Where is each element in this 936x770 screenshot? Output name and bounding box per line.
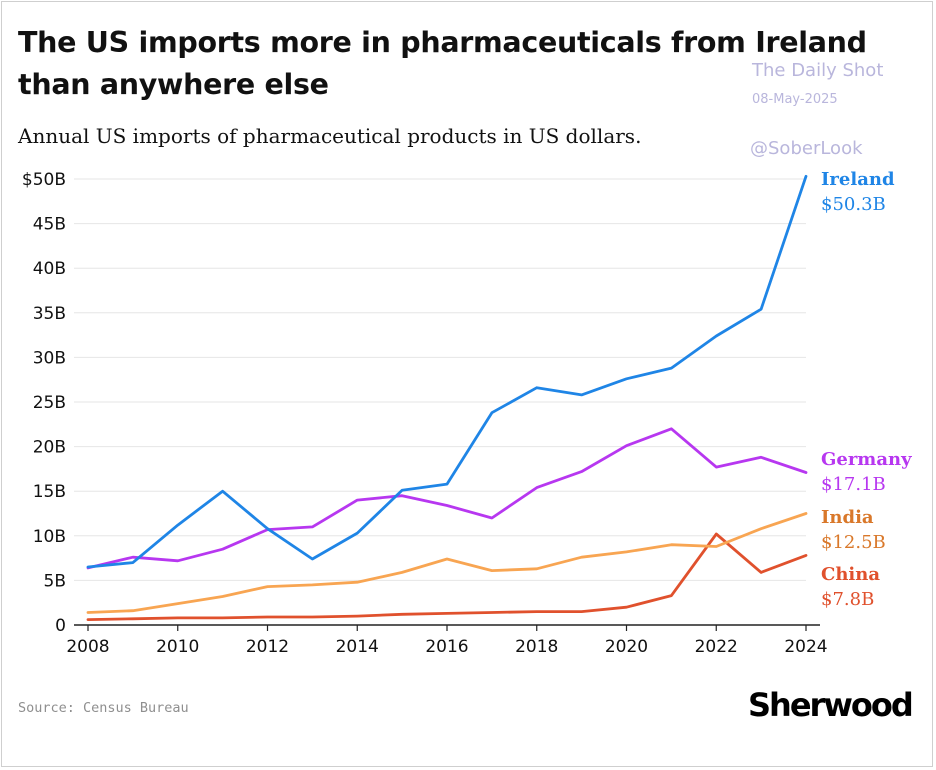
series-label-china: China — [821, 564, 880, 585]
y-tick-label-25: 25B — [33, 393, 66, 413]
series-label-germany: Germany — [821, 449, 912, 470]
y-tick-label-40: 40B — [33, 259, 66, 279]
series-value-germany: $17.1B — [821, 474, 886, 495]
series-line-germany — [86, 427, 808, 570]
x-tick-label-2008: 2008 — [66, 637, 109, 657]
sherwood-logo: Sherwood — [748, 686, 914, 724]
x-tick-label-2010: 2010 — [156, 637, 199, 657]
y-tick-label-30: 30B — [33, 348, 66, 368]
y-tick-label-0: 0 — [55, 616, 66, 636]
series-line-china — [86, 532, 808, 621]
watermark-handle: @SoberLook — [750, 138, 863, 159]
series-line-india — [86, 512, 808, 614]
series-value-ireland: $50.3B — [821, 194, 886, 215]
y-tick-label-5: 5B — [44, 571, 66, 591]
chart-title: The US imports more in pharmaceuticals f… — [18, 26, 867, 101]
y-tick-label-10: 10B — [33, 527, 66, 547]
series-value-china: $7.8B — [821, 589, 874, 610]
series-label-india: India — [821, 507, 874, 528]
series-value-india: $12.5B — [821, 532, 886, 553]
x-tick-label-2016: 2016 — [425, 637, 468, 657]
series-label-ireland: Ireland — [821, 169, 895, 190]
source-note: Source: Census Bureau — [18, 700, 189, 716]
x-tick-label-2012: 2012 — [246, 637, 289, 657]
x-tick-label-2014: 2014 — [336, 637, 379, 657]
x-tick-label-2020: 2020 — [605, 637, 648, 657]
x-tick-label-2022: 2022 — [695, 637, 738, 657]
series-line-ireland — [86, 174, 808, 569]
axes: 0 5B 10B 15B 20B 25B 30B 35B 40B 45B $50B 2008 2010 2… — [22, 170, 828, 657]
y-tick-label-15: 15B — [33, 482, 66, 502]
y-tick-label-50: $50B — [22, 170, 66, 190]
y-tick-label-20: 20B — [33, 438, 66, 458]
chart-subtitle: Annual US imports of pharmaceutical prod… — [18, 124, 642, 148]
watermark-date: 08-May-2025 — [752, 92, 838, 107]
series-labels: Ireland $50.3B Germany $17.1B India $12.5B Chi… — [821, 169, 912, 610]
y-tick-label-35: 35B — [33, 304, 66, 324]
x-tick-label-2024: 2024 — [784, 637, 827, 657]
watermark-name: The Daily Shot — [752, 60, 884, 81]
y-tick-label-45: 45B — [33, 215, 66, 235]
series-lines — [86, 174, 808, 621]
x-tick-label-2018: 2018 — [515, 637, 558, 657]
